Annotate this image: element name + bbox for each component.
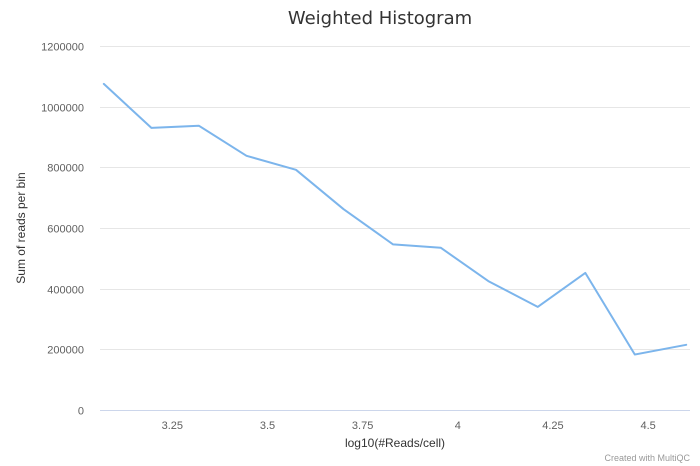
data-point[interactable] <box>196 123 202 129</box>
data-point[interactable] <box>293 167 299 173</box>
x-tick-label: 3.5 <box>260 420 275 432</box>
data-point[interactable] <box>535 304 541 310</box>
x-tick-label: 4.5 <box>640 420 655 432</box>
chart-title: Weighted Histogram <box>288 8 472 29</box>
y-tick-label: 400000 <box>47 285 84 297</box>
multiqc-credit: Created with MultiQC <box>604 453 690 463</box>
y-tick-label: 1200000 <box>41 42 84 54</box>
y-tick-label: 1000000 <box>41 103 84 115</box>
x-tick-label: 4 <box>455 420 461 432</box>
series-layer <box>101 81 689 358</box>
y-axis-ticks: 0 200000 400000 600000 800000 1000000 1200000 <box>41 42 84 418</box>
gridlines <box>100 46 690 411</box>
data-point[interactable] <box>438 245 444 251</box>
data-point[interactable] <box>341 206 347 212</box>
x-tick-label: 3.75 <box>352 420 373 432</box>
x-tick-label: 4.25 <box>542 420 563 432</box>
data-point[interactable] <box>148 125 154 131</box>
data-point[interactable] <box>485 278 491 284</box>
series-line[interactable] <box>102 82 688 356</box>
data-point[interactable] <box>101 81 107 87</box>
y-tick-label: 600000 <box>47 224 84 236</box>
data-point[interactable] <box>244 153 250 159</box>
data-point[interactable] <box>683 342 689 348</box>
y-tick-label: 800000 <box>47 163 84 175</box>
x-tick-label: 3.25 <box>162 420 183 432</box>
y-tick-label: 0 <box>78 406 84 418</box>
x-axis-ticks: 3.25 3.5 3.75 4 4.25 4.5 <box>100 410 690 432</box>
y-tick-label: 200000 <box>47 345 84 357</box>
x-axis-label: log10(#Reads/cell) <box>345 436 445 450</box>
y-axis-label: Sum of reads per bin <box>14 172 28 283</box>
data-point[interactable] <box>390 241 396 247</box>
data-point[interactable] <box>582 270 588 276</box>
data-point[interactable] <box>632 352 638 358</box>
